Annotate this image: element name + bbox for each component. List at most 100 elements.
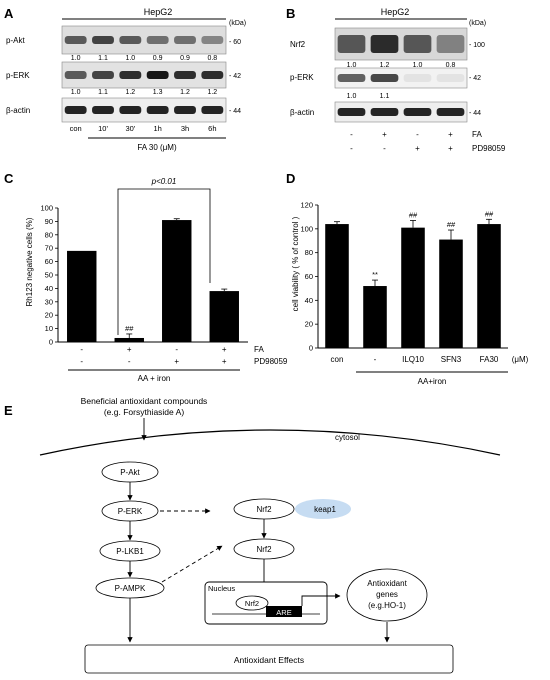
antioxidant-effects-label: Antioxidant Effects (234, 655, 304, 665)
quant-value: 0.8 (446, 62, 456, 69)
bar (363, 286, 387, 348)
quant-value: 1.2 (125, 89, 135, 96)
row-label: p-ERK (6, 71, 30, 80)
panel-a-kda-header: (kDa) (229, 20, 246, 27)
blot-band (146, 106, 169, 114)
blot-band (436, 74, 465, 82)
lane-label: 10' (98, 124, 108, 133)
kda-marker: - 60 (229, 39, 241, 46)
y-tick-label: 30 (45, 297, 53, 306)
lane-label: 1h (153, 124, 161, 133)
significance-bracket (117, 188, 211, 335)
panel-d: D cell viability ( % of control ) 0 20 40 6… (286, 171, 529, 386)
treatment-sign: + (127, 345, 132, 354)
row-label: p-Akt (6, 36, 25, 45)
y-tick-label: 0 (309, 344, 313, 353)
dashed-arrow-pampk-nrf2 (161, 545, 223, 583)
panel-c-ylabel: Rh123 negative cells (%) (25, 217, 34, 306)
y-tick-label: 100 (40, 204, 53, 213)
blot-band (174, 36, 196, 44)
lane-label: 30' (125, 124, 135, 133)
blot-band (64, 106, 87, 114)
panel-c-letter: C (4, 171, 14, 186)
blot-band (92, 71, 114, 79)
panel-c-footer: AA + iron (138, 374, 171, 383)
panel-c-treatments: - + - + FA - - + + PD98059 (80, 345, 287, 366)
bar (67, 250, 97, 342)
treatment-sign: + (415, 144, 420, 153)
bar (325, 224, 349, 348)
blot-band (436, 108, 465, 116)
y-tick-label: 80 (305, 248, 313, 257)
quant-value: 1.0 (347, 62, 357, 69)
panel-d-letter: D (286, 171, 295, 186)
quant-value: 1.1 (98, 55, 108, 62)
significance-label: p<0.01 (151, 177, 177, 186)
panel-a-quantification: 1.0 1.1 1.0 0.9 0.9 0.8 1.0 1.1 1.2 1.3 1.2 1.2 (71, 55, 218, 96)
node-antioxidant-genes (346, 568, 428, 622)
lane-label: con (70, 124, 82, 133)
treatment-sign: - (128, 357, 131, 366)
quant-value: 1.1 (380, 93, 390, 100)
blot-band (337, 108, 366, 116)
blot-band (64, 36, 87, 44)
y-tick-label: 0 (49, 338, 53, 347)
treatment-sign: + (222, 357, 227, 366)
blot-band (92, 36, 114, 44)
blot-a-pakt (61, 25, 227, 55)
panel-a-lane-labels: con 10' 30' 1h 3h 6h (70, 124, 217, 133)
bar (401, 227, 425, 348)
are-box (266, 606, 302, 617)
bar (439, 239, 463, 348)
blot-band (403, 35, 432, 53)
node-nrf2-free-label: Nrf2 (256, 545, 272, 554)
x-tick-label: - (374, 355, 377, 364)
blot-band (403, 74, 432, 82)
blot-band (92, 106, 114, 114)
significance-mark: ## (125, 324, 134, 333)
treatment-sign: - (383, 144, 386, 153)
panel-c: C Rh123 negative cells (%) 0 10 20 30 40 50 60… (4, 171, 288, 383)
panel-b: B HepG2 (kDa) Nrf2 p-ERK β-actin - 100 -… (286, 6, 506, 153)
y-tick-label: 10 (45, 324, 53, 333)
blot-b-bands (337, 35, 465, 116)
row-label: β-actin (290, 108, 314, 117)
blot-band (370, 35, 399, 53)
blot-band (370, 108, 399, 116)
y-tick-label: 80 (45, 230, 53, 239)
row-label: p-ERK (290, 73, 314, 82)
node-nrf2-nucleus (235, 595, 269, 611)
treatment-sign: + (448, 130, 453, 139)
y-tick-label: 60 (305, 272, 313, 281)
row-label: β-actin (6, 106, 30, 115)
panel-d-plot: 0 20 40 60 80 100 120 con ** - ## ILQ10 ## SFN3 ## FA30 (300, 201, 501, 364)
treatment-sign: - (80, 345, 83, 354)
are-label: ARE (276, 608, 291, 617)
keap1-label: keap1 (314, 505, 336, 514)
quant-value: 1.0 (125, 55, 135, 62)
panel-b-treatments: - + - + FA - - + + PD98059 (350, 130, 506, 153)
kda-marker: - 44 (229, 108, 241, 115)
panel-b-letter: B (286, 6, 295, 21)
x-tick-label: SFN3 (441, 355, 462, 364)
significance-mark: ## (485, 209, 494, 218)
treatment-label: FA (472, 130, 482, 139)
blot-band (146, 71, 169, 79)
bar (162, 220, 192, 342)
arrow-transcription (301, 593, 341, 606)
blot-band (201, 36, 224, 44)
blot-band (337, 35, 366, 53)
quant-value: 0.8 (207, 55, 217, 62)
panel-a-treatment: FA 30 (μM) (137, 143, 177, 152)
lane-label: 6h (208, 124, 216, 133)
panel-d-ylabel: cell viability ( % of control ) (291, 216, 300, 311)
panel-b-cell-line: HepG2 (381, 7, 410, 17)
panel-a-letter: A (4, 6, 14, 21)
keap1-node (295, 499, 351, 519)
blot-band (201, 71, 224, 79)
node-nrf2-nucleus-label: Nrf2 (245, 599, 259, 608)
node-nrf2-keap-label: Nrf2 (256, 505, 272, 514)
row-label: Nrf2 (290, 40, 306, 49)
blot-band (64, 71, 87, 79)
panel-d-footer: AA+iron (418, 377, 447, 386)
